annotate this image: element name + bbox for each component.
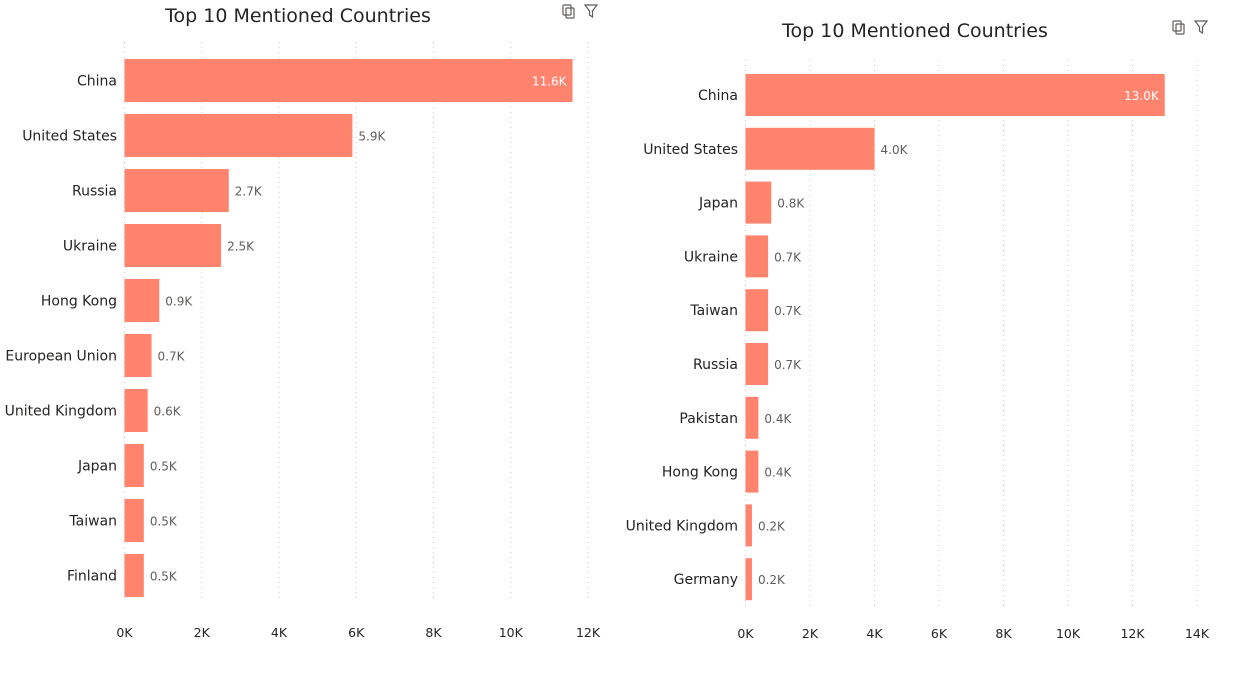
bar-hong-kong[interactable] [124, 279, 160, 322]
x-tick-label: 2K [802, 626, 819, 641]
bar-china[interactable] [124, 59, 573, 102]
right-bar-chart: Top 10 Mentioned Countries 0K 2K 4K 6K 8K 10K… [626, 20, 1210, 641]
copy-icon[interactable] [562, 4, 575, 19]
bar-hong-kong[interactable] [745, 450, 759, 493]
category-label: Germany [674, 572, 738, 588]
bar-russia[interactable] [124, 169, 229, 212]
category-label: Taiwan [68, 514, 117, 530]
bar-united-kingdom[interactable] [745, 504, 752, 547]
chart-title: Top 10 Mentioned Countries [781, 20, 1048, 42]
copy-icon[interactable] [1172, 20, 1185, 35]
bar-taiwan[interactable] [124, 499, 144, 542]
left-bar-chart: Top 10 Mentioned Countries 0K 2K 4K 6K 8K 10K… [5, 4, 601, 640]
x-tick-label: 6K [348, 625, 365, 640]
category-label: Japan [77, 459, 117, 475]
x-tick-label: 10K [1056, 626, 1081, 641]
category-label: Ukraine [684, 249, 738, 265]
data-label: 2.7K [235, 185, 263, 199]
category-label: United Kingdom [626, 518, 738, 534]
right-chart-visual: Top 10 Mentioned Countries 0K 2K 4K 6K 8K 10K… [615, 0, 1243, 683]
data-label: 13.0K [1124, 89, 1160, 103]
bar-ukraine[interactable] [124, 224, 222, 267]
category-label: Russia [693, 357, 738, 373]
category-label: European Union [5, 349, 117, 365]
x-tick-label: 10K [499, 625, 524, 640]
data-label: 0.7K [158, 350, 186, 364]
category-label: Hong Kong [41, 294, 117, 310]
bar-united-kingdom[interactable] [124, 389, 148, 432]
data-label: 0.8K [777, 197, 805, 211]
category-label: Finland [67, 569, 117, 585]
data-label: 0.5K [150, 570, 178, 584]
chart-header-icons [562, 4, 599, 19]
category-label: United Kingdom [5, 404, 117, 420]
category-label: United States [22, 129, 117, 145]
bar-united-states[interactable] [745, 127, 875, 170]
bar-european-union[interactable] [124, 334, 152, 377]
category-label: China [77, 74, 117, 90]
x-tick-label: 4K [271, 625, 288, 640]
bar-japan[interactable] [745, 181, 772, 224]
chart-header-icons [1172, 20, 1209, 35]
left-chart-visual: Top 10 Mentioned Countries 0K 2K 4K 6K 8K 10K… [0, 0, 615, 683]
bar-japan[interactable] [124, 444, 144, 487]
bar-ukraine[interactable] [745, 235, 769, 278]
bar-russia[interactable] [745, 343, 769, 385]
x-tick-label: 12K [1120, 626, 1145, 641]
category-label: Ukraine [63, 239, 117, 255]
bar-finland[interactable] [124, 554, 144, 597]
category-label: Russia [72, 184, 117, 200]
data-label: 0.5K [150, 515, 178, 529]
x-tick-label: 12K [576, 625, 601, 640]
x-tick-label: 8K [425, 625, 442, 640]
x-tick-label: 8K [995, 626, 1012, 641]
chart-title: Top 10 Mentioned Countries [164, 5, 431, 27]
data-label: 0.7K [774, 250, 802, 264]
bar-taiwan[interactable] [745, 289, 769, 332]
data-label: 0.7K [774, 304, 802, 318]
data-label: 0.5K [150, 460, 178, 474]
category-label: Pakistan [679, 411, 738, 427]
data-label: 0.4K [764, 466, 792, 480]
category-label: China [698, 88, 738, 104]
bar-united-states[interactable] [124, 114, 353, 157]
data-label: 0.4K [764, 412, 792, 426]
category-label: Japan [698, 196, 738, 212]
data-label: 11.6K [532, 75, 568, 89]
category-label: United States [643, 142, 738, 158]
filter-icon[interactable] [583, 4, 599, 19]
bar-china[interactable] [745, 74, 1165, 116]
x-tick-label: 0K [737, 626, 754, 641]
plot-area: 0K 2K 4K 6K 8K 10K 12K China 11.6K United States 5… [5, 42, 601, 640]
filter-icon[interactable] [1193, 20, 1209, 35]
category-label: Hong Kong [662, 465, 738, 481]
bar-germany[interactable] [745, 558, 752, 601]
data-label: 4.0K [881, 143, 909, 157]
data-label: 0.2K [758, 573, 786, 587]
plot-area: 0K 2K 4K 6K 8K 10K 12K 14K China 13.0K United Stat… [626, 60, 1210, 641]
category-label: Taiwan [689, 303, 738, 319]
data-label: 2.5K [227, 240, 255, 254]
data-label: 0.7K [774, 358, 802, 372]
x-tick-label: 4K [866, 626, 883, 641]
data-label: 5.9K [358, 130, 386, 144]
x-tick-label: 0K [116, 625, 133, 640]
x-tick-label: 6K [931, 626, 948, 641]
data-label: 0.9K [165, 295, 193, 309]
data-label: 0.6K [154, 405, 182, 419]
bar-pakistan[interactable] [745, 396, 759, 439]
x-tick-label: 14K [1185, 626, 1210, 641]
x-tick-label: 2K [194, 625, 211, 640]
data-label: 0.2K [758, 519, 786, 533]
